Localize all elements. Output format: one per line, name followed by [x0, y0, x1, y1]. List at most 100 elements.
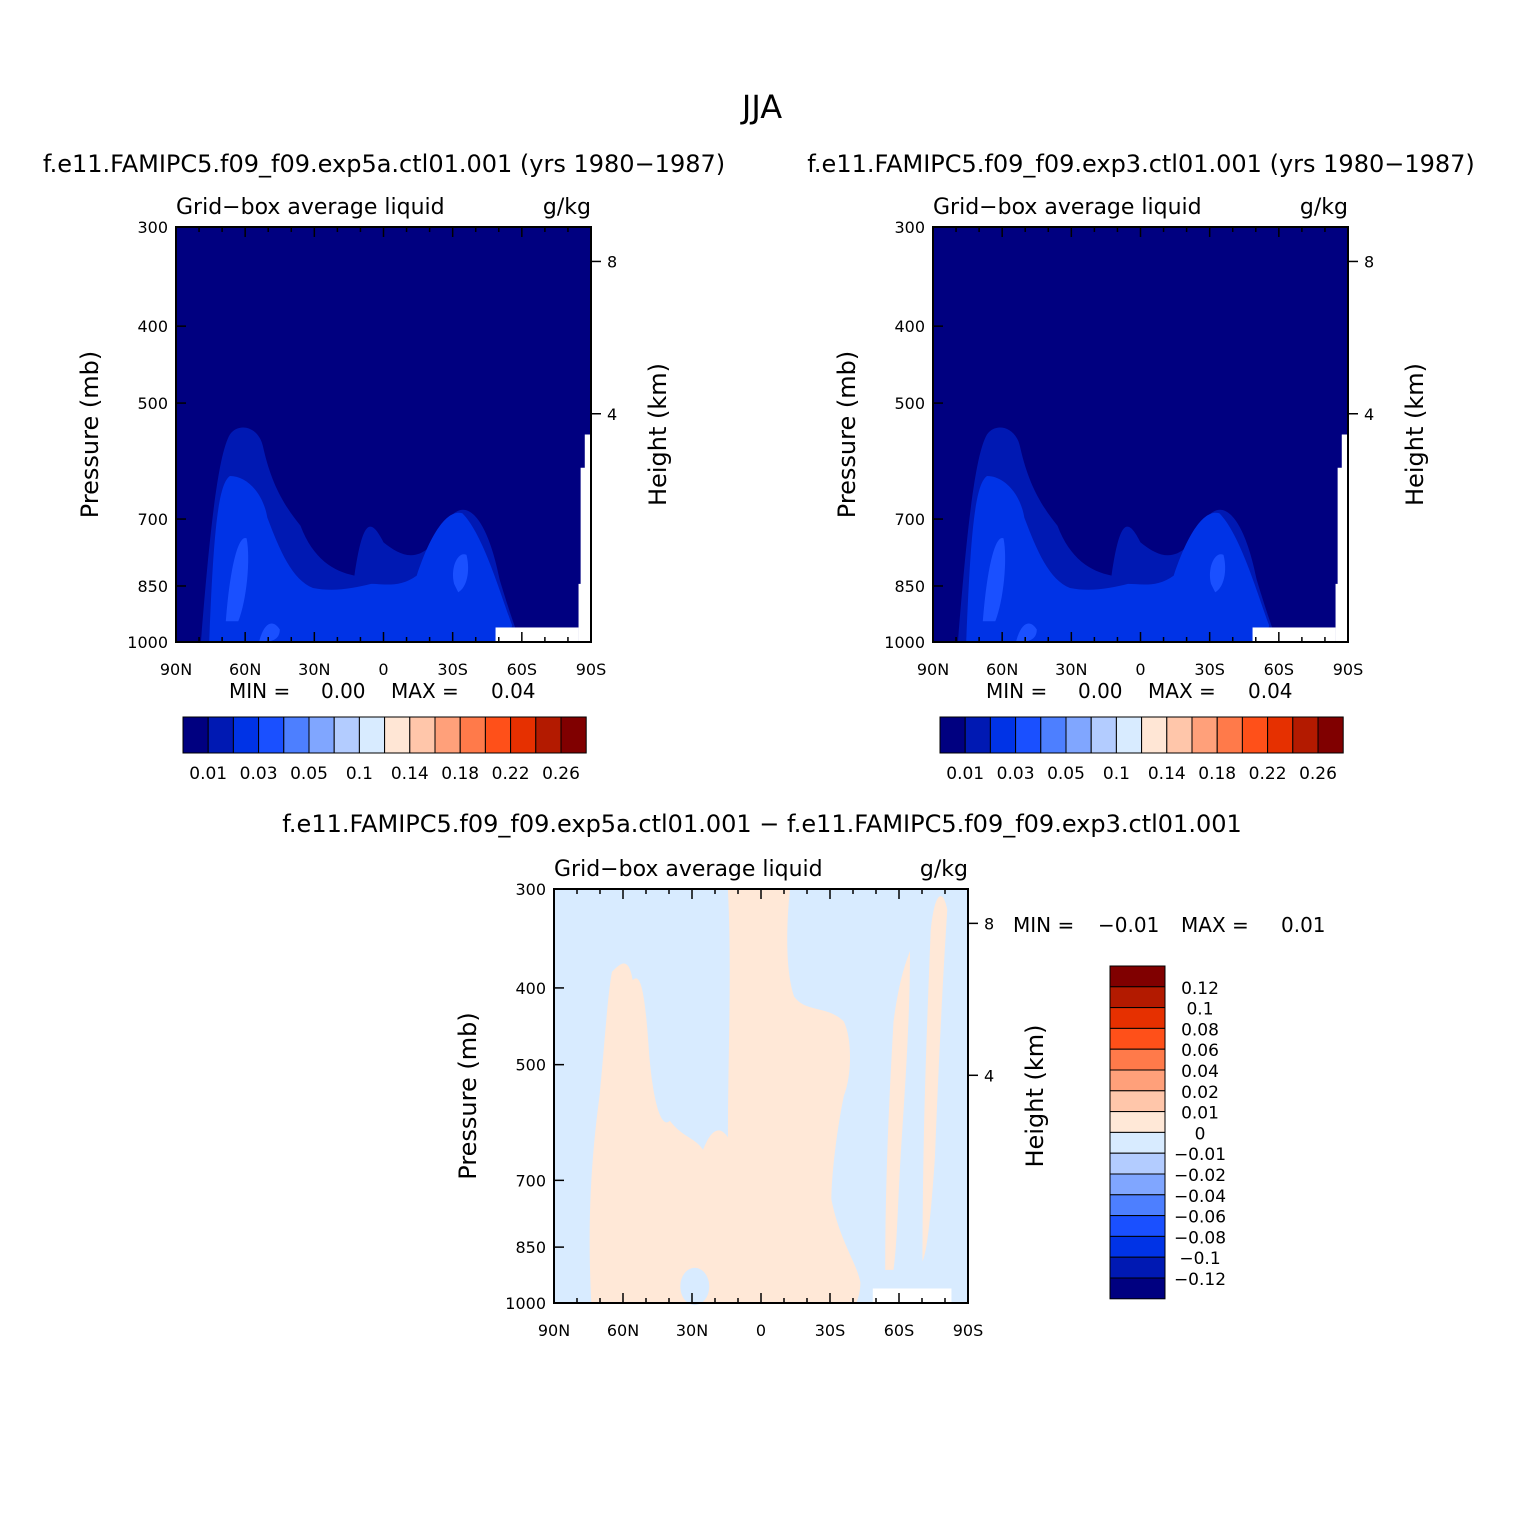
panel-1-colorbar-box [434, 716, 461, 754]
panel-2-colorbar-box [1115, 716, 1143, 754]
panel-1-xtick-label: 60S [507, 660, 538, 679]
panel-1-colorbar: 0.01 0.03 0.05 0.1 0.14 0.18 0.22 0.26 [182, 716, 587, 784]
panel-1-colorbar-box [484, 716, 512, 754]
panel-3-colorbar-label: 0.1 [1186, 1000, 1213, 1020]
panel-1-ylabel: Pressure (mb) [76, 351, 104, 518]
panel-2-xtick-label: 90S [1333, 660, 1364, 679]
panel-2-colorbar-box [1191, 716, 1218, 754]
panel-2-xtick-label: 60S [1264, 660, 1295, 679]
panel-2-ytick-label: 850 [894, 577, 925, 596]
panel-3-colorbar-box [1109, 1069, 1166, 1092]
panel-2-min-label: MIN = [986, 679, 1047, 703]
panel-1-colorbar-label: 0.05 [290, 764, 328, 784]
panel-3-ytick-right-label: 8 [984, 914, 994, 933]
panel-2-xtick-label: 60N [986, 660, 1018, 679]
panel-3-ylabel: Pressure (mb) [454, 1012, 482, 1179]
panel-1-missing-edge [578, 434, 591, 642]
panel-2-units-label: g/kg [1300, 195, 1348, 220]
panel-3-colorbar-label: −0.1 [1179, 1249, 1220, 1269]
panel-2-colorbar: 0.01 0.03 0.05 0.1 0.14 0.18 0.22 0.26 [939, 716, 1344, 784]
panel-2-colorbar-box [1065, 716, 1092, 754]
panel-2-colorbar-box [1090, 716, 1117, 754]
panel-1-colorbar-label: 0.1 [346, 764, 373, 784]
panel-2-ytick-label: 500 [894, 394, 925, 413]
diff-title: f.e11.FAMIPC5.f09_f09.exp5a.ctl01.001 − … [282, 810, 1242, 838]
panels-layer: 90N 60N 30N 0 30S 60S 90S 300 400 500 700 850 1000 8 4… [76, 195, 1429, 1340]
panel-3-ytick-right-label: 4 [984, 1066, 994, 1085]
panel-2-colorbar-box [1141, 716, 1168, 754]
panel-2-colorbar-label: 0.18 [1198, 764, 1236, 784]
panel-3-colorbar-box [1109, 986, 1166, 1009]
panel-3-ytick-label: 850 [515, 1238, 546, 1257]
panel-1-variable-label: Grid−box average liquid [176, 195, 445, 220]
panel-1-ytick-label: 300 [137, 218, 168, 237]
panel-2-ytick-label: 300 [894, 218, 925, 237]
panel-2-ylabel: Pressure (mb) [833, 351, 861, 518]
panel-1-colorbar-box [459, 716, 486, 754]
panel-3-colorbar-label: −0.12 [1174, 1270, 1226, 1290]
panel-2-ytick-label: 400 [894, 317, 925, 336]
panel-1-ytick-right-label: 4 [607, 405, 617, 424]
panel-1-ytick-label: 700 [137, 510, 168, 529]
panel-2-contour-5 [1016, 623, 1037, 642]
panel-1-colorbar-box [182, 716, 209, 754]
panel-1-xtick-label: 90S [576, 660, 607, 679]
panel-2-colorbar-label: 0.14 [1148, 764, 1186, 784]
panel-3-colorbar-box [1109, 1131, 1166, 1154]
panel-3-colorbar-box [1109, 1256, 1166, 1279]
panel-3-xtick-label: 90S [953, 1321, 984, 1340]
panel-1-colorbar-label: 0.22 [492, 764, 530, 784]
panel-2-contour-3 [982, 537, 1006, 622]
panel-3-colorbar-label: 0.08 [1181, 1020, 1219, 1040]
panel-2-title: f.e11.FAMIPC5.f09_f09.exp3.ctl01.001 (yr… [807, 150, 1475, 178]
panel-2: 90N 60N 30N 0 30S 60S 90S 300 400 500 700 850 1000 8 4… [833, 195, 1429, 784]
panel-3-contour-1 [589, 889, 861, 1303]
panel-1-xtick-label: 0 [378, 660, 388, 679]
panel-3-xtick-label: 30S [815, 1321, 846, 1340]
panel-1-xtick-label: 90N [160, 660, 192, 679]
panel-1-max-value: 0.04 [491, 679, 536, 703]
panel-1-colorbar-box [333, 716, 360, 754]
panel-3-colorbar-box [1109, 1215, 1166, 1237]
panel-2-colorbar-box [964, 716, 991, 754]
panel-3-xtick-label: 30N [676, 1321, 708, 1340]
panel-3-contour-2 [885, 951, 910, 1270]
panel-1-colorbar-box [384, 716, 411, 754]
panel-3-colorbar-box [1109, 1194, 1166, 1217]
panel-1-xtick-label: 30S [437, 660, 468, 679]
panel-2-colorbar-label: 0.1 [1103, 764, 1130, 784]
panel-1-min-label: MIN = [229, 679, 290, 703]
panel-1-contour-5 [259, 623, 280, 642]
panel-3-colorbar-box [1109, 1235, 1166, 1258]
panel-3-xtick-label: 60S [884, 1321, 915, 1340]
panel-1-ytick-label: 850 [137, 577, 168, 596]
panel-2-ylabel-right: Height (km) [1401, 363, 1429, 506]
panel-1-contours [176, 227, 591, 642]
panel-2-xtick-label: 30S [1194, 660, 1225, 679]
panel-3-contour-neg-1 [680, 1267, 710, 1306]
panel-2-colorbar-label: 0.22 [1249, 764, 1287, 784]
panel-3-variable-label: Grid−box average liquid [554, 857, 823, 882]
panel-1-title: f.e11.FAMIPC5.f09_f09.exp5a.ctl01.001 (y… [43, 150, 725, 178]
panel-3-ytick-label: 1000 [505, 1294, 546, 1313]
panel-2-colorbar-box [1166, 716, 1193, 754]
panel-1-xtick-label: 60N [229, 660, 261, 679]
panel-2-colorbar-label: 0.26 [1299, 764, 1337, 784]
panel-3-colorbar-label: −0.08 [1174, 1228, 1226, 1248]
panel-2-colorbar-box [1292, 716, 1319, 754]
panel-1-colorbar-label: 0.26 [542, 764, 580, 784]
panel-2-colorbar-box [939, 716, 966, 754]
panel-3-colorbar-label: −0.04 [1174, 1187, 1226, 1207]
panel-2-colorbar-box [1015, 716, 1042, 754]
panel-1-colorbar-box [258, 716, 285, 754]
panel-1-contour-3 [225, 537, 249, 622]
panel-2-contour-4 [1209, 554, 1226, 593]
panel-3-contours [554, 889, 968, 1306]
panel-3-colorbar-box [1109, 1277, 1166, 1300]
panel-3-colorbar-label: 0.02 [1181, 1083, 1219, 1103]
panel-2-colorbar-box [989, 716, 1017, 754]
panel-3-colorbar-box [1109, 1173, 1166, 1196]
panel-1-colorbar-box [510, 716, 537, 754]
panel-1-colorbar-box [232, 716, 260, 754]
